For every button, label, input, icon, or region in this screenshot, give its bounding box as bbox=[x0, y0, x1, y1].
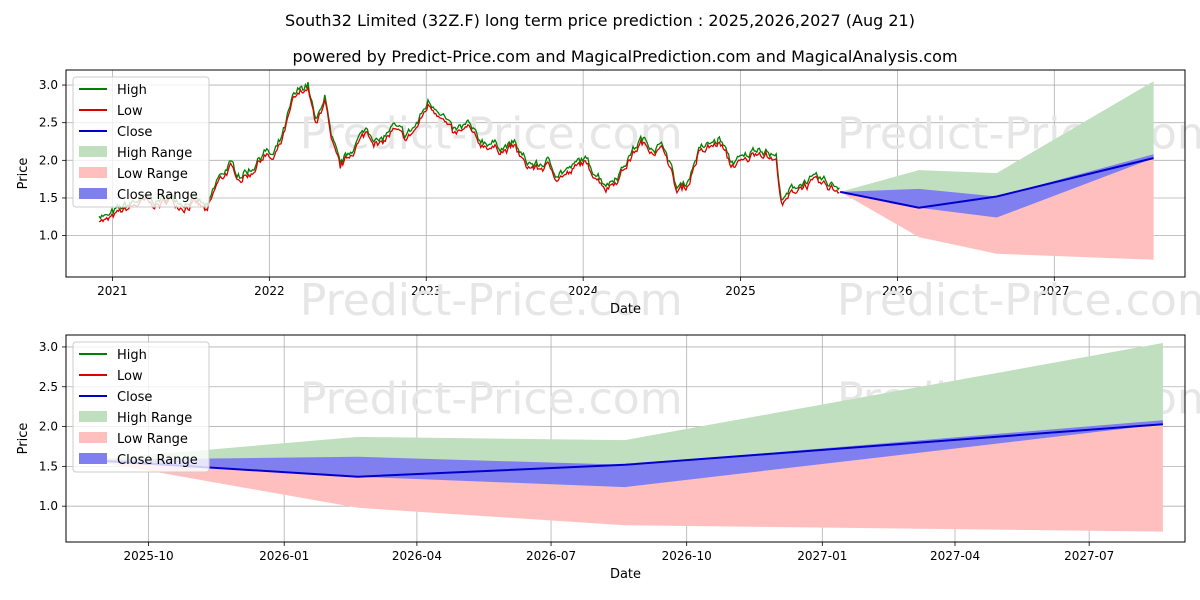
x-axis-label: Date bbox=[610, 567, 641, 582]
x-tick-label: 2024 bbox=[568, 284, 599, 298]
legend-swatch-band bbox=[79, 453, 107, 464]
high-series-line bbox=[98, 81, 840, 220]
legend: High Low Close High Range Low Range Close Ran… bbox=[72, 76, 210, 208]
bottom-panel: 2025-10 2026-01 2026-04 2026-07 2026-10 2027-… bbox=[16, 334, 1200, 582]
y-axis-label: Price bbox=[16, 158, 31, 190]
legend-label: High Range bbox=[117, 411, 192, 426]
legend-label: High Range bbox=[117, 146, 192, 161]
y-axis-label: Price bbox=[16, 423, 31, 455]
legend-label: Close Range bbox=[117, 188, 198, 203]
plot-frame bbox=[65, 334, 1186, 543]
y-tick-label: 2.0 bbox=[39, 153, 58, 167]
legend-label: High bbox=[117, 348, 147, 363]
chart-title: South32 Limited (32Z.F) long term price … bbox=[285, 11, 915, 30]
watermark-text: Predict-Price.com bbox=[837, 275, 1200, 326]
x-tick-label: 2022 bbox=[254, 284, 285, 298]
legend-swatch-band bbox=[79, 188, 107, 199]
y-tick-label: 2.5 bbox=[39, 116, 58, 130]
y-tick-label: 1.0 bbox=[39, 229, 58, 243]
legend-label: Low bbox=[117, 369, 143, 384]
legend-label: Low Range bbox=[117, 432, 188, 447]
y-tick-label: 2.0 bbox=[39, 420, 58, 434]
legend-swatch-band bbox=[79, 411, 107, 422]
x-tick-label: 2026 bbox=[882, 284, 913, 298]
x-tick-label: 2025 bbox=[725, 284, 756, 298]
x-tick-label: 2021 bbox=[97, 284, 128, 298]
x-tick-label: 2027-01 bbox=[797, 549, 847, 563]
y-tick-label: 1.5 bbox=[39, 191, 58, 205]
x-tick-label: 2027 bbox=[1039, 284, 1070, 298]
y-tick-label: 1.0 bbox=[39, 499, 58, 513]
watermark-text: Predict-Price.com bbox=[300, 109, 683, 160]
low-series-line bbox=[98, 86, 840, 223]
legend: High Low Close High Range Low Range Close Ran… bbox=[72, 341, 210, 473]
x-tick-label: 2026-07 bbox=[526, 549, 576, 563]
chart-subtitle: powered by Predict-Price.com and Magical… bbox=[292, 47, 957, 66]
x-tick-label: 2027-07 bbox=[1064, 549, 1114, 563]
x-tick-label: 2025-10 bbox=[123, 549, 173, 563]
close-range-band bbox=[840, 154, 1154, 218]
x-tick-label: 2027-04 bbox=[930, 549, 980, 563]
y-tick-label: 2.5 bbox=[39, 380, 58, 394]
close-forecast-line bbox=[840, 157, 1154, 209]
legend-label: Close Range bbox=[117, 453, 198, 468]
plot-area bbox=[98, 81, 1154, 260]
watermark-text: Predict-Price.com bbox=[300, 275, 683, 326]
plot-frame bbox=[65, 69, 1186, 278]
plot-area bbox=[88, 343, 1163, 532]
legend-swatch-band bbox=[79, 167, 107, 178]
y-tick-label: 3.0 bbox=[39, 340, 58, 354]
legend-swatch-band bbox=[79, 146, 107, 157]
x-tick-label: 2026-04 bbox=[392, 549, 442, 563]
close-range-band bbox=[88, 420, 1163, 488]
x-tick-label: 2026-01 bbox=[259, 549, 309, 563]
y-tick-label: 1.5 bbox=[39, 459, 58, 473]
x-tick-label: 2023 bbox=[411, 284, 442, 298]
x-axis-label: Date bbox=[610, 302, 641, 317]
y-tick-label: 3.0 bbox=[39, 78, 58, 92]
legend-label: Low bbox=[117, 104, 143, 119]
legend-label: Low Range bbox=[117, 167, 188, 182]
legend-label: Close bbox=[117, 125, 152, 140]
x-tick-label: 2026-10 bbox=[662, 549, 712, 563]
watermark-text: Predict-Price.com bbox=[300, 374, 683, 425]
legend-swatch-band bbox=[79, 432, 107, 443]
legend-label: High bbox=[117, 83, 147, 98]
top-panel: 2021 2022 2023 2024 2025 2026 2027 1.0 1.5 2.0 2.5… bbox=[16, 69, 1200, 326]
close-forecast-line bbox=[88, 423, 1163, 478]
legend-label: Close bbox=[117, 390, 152, 405]
